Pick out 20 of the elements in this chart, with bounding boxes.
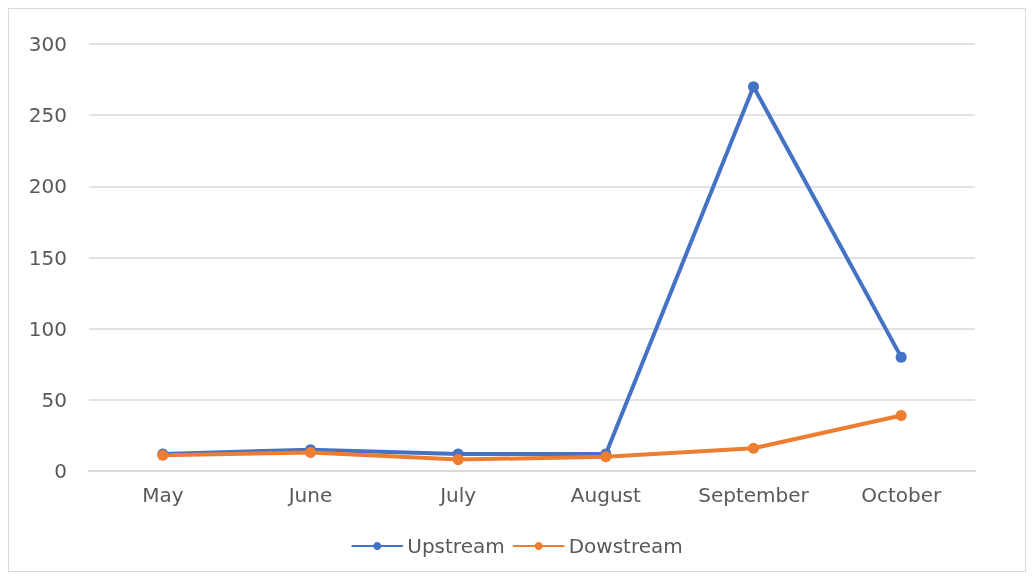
y-tick-label: 0: [54, 459, 67, 483]
y-tick-label: 300: [28, 32, 67, 56]
point: [452, 454, 464, 466]
point: [748, 81, 759, 93]
y-tick-label: 200: [28, 174, 67, 199]
x-tick-label: August: [570, 483, 641, 507]
legend-label: Upstream: [407, 534, 505, 558]
x-tick-label: May: [142, 483, 184, 507]
x-tick-label: July: [438, 483, 477, 507]
point: [748, 442, 759, 454]
legend-label: Dowstream: [568, 534, 683, 558]
x-tick-label: October: [861, 483, 942, 507]
y-tick-label: 150: [28, 245, 67, 270]
point: [895, 409, 907, 421]
y-tick-label: 100: [28, 316, 67, 341]
point: [895, 351, 907, 363]
x-tick-label: June: [286, 483, 333, 507]
y-tick-label: 250: [28, 103, 67, 128]
x-tick-label: September: [698, 483, 810, 507]
y-tick-label: 50: [41, 387, 67, 412]
